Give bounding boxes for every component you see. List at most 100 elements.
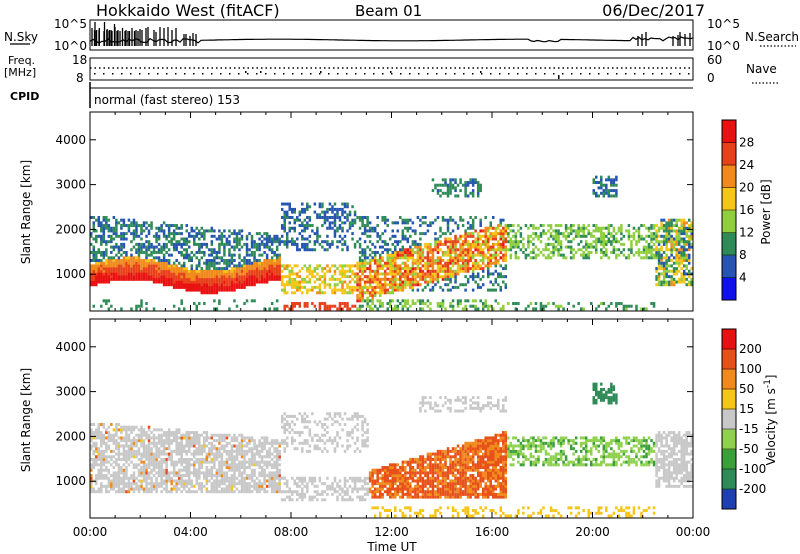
heatmap-cell <box>687 261 691 265</box>
heatmap-cell <box>368 267 372 271</box>
heatmap-cell <box>223 272 226 276</box>
heatmap-cell <box>436 275 440 279</box>
heatmap-cell <box>484 302 487 306</box>
heatmap-cell <box>303 210 307 214</box>
heatmap-cell <box>145 490 148 494</box>
heatmap-cell <box>203 283 206 287</box>
heatmap-cell <box>100 261 103 265</box>
heatmap-cell <box>210 433 214 437</box>
heatmap-cell <box>238 460 241 464</box>
heatmap-cell <box>127 449 131 453</box>
heatmap-cell <box>346 283 349 287</box>
heatmap-cell <box>401 237 405 241</box>
heatmap-cell <box>419 283 422 287</box>
heatmap-cell <box>587 245 590 249</box>
heatmap-cell <box>358 237 362 241</box>
heatmap-cell <box>145 452 148 456</box>
heatmap-cell <box>193 272 196 276</box>
heatmap-cell <box>175 431 178 435</box>
heatmap-cell <box>682 226 686 230</box>
heatmap-cell <box>198 457 201 461</box>
heatmap-cell <box>233 229 236 233</box>
heatmap-cell <box>268 275 271 279</box>
heatmap-cell <box>288 221 291 225</box>
heatmap-cell <box>162 479 166 483</box>
heatmap-cell <box>419 218 422 222</box>
heatmap-cell <box>172 285 176 289</box>
heatmap-cell <box>240 245 244 249</box>
heatmap-cell <box>185 444 188 448</box>
heatmap-cell <box>205 468 209 472</box>
heatmap-cell <box>190 229 193 233</box>
heatmap-cell <box>615 304 618 308</box>
heatmap-cell <box>471 250 475 254</box>
heatmap-cell <box>532 242 535 246</box>
heatmap-cell <box>464 299 467 303</box>
heatmap-cell <box>162 283 166 287</box>
heatmap-cell <box>175 463 178 467</box>
heatmap-cell <box>255 264 259 268</box>
heatmap-cell <box>155 479 158 483</box>
heatmap-cell <box>502 232 505 236</box>
heatmap-cell <box>105 299 108 303</box>
heatmap-cell <box>125 275 128 279</box>
heatmap-cell <box>107 455 111 459</box>
heatmap-cell <box>95 431 98 435</box>
heatmap-cell <box>451 242 455 246</box>
heatmap-cell <box>615 175 618 179</box>
heatmap-cell <box>632 232 636 236</box>
heatmap-cell <box>657 261 661 265</box>
heatmap-cell <box>182 487 186 491</box>
heatmap-cell <box>577 229 580 233</box>
heatmap-cell <box>205 280 209 284</box>
heatmap-cell <box>270 250 274 254</box>
heatmap-cell <box>348 213 352 217</box>
heatmap-cell <box>336 245 339 249</box>
heatmap-cell <box>238 277 241 281</box>
heatmap-cell <box>275 259 279 263</box>
heatmap-cell <box>213 234 216 238</box>
heatmap-cell <box>132 428 136 432</box>
heatmap-cell <box>160 444 163 448</box>
heatmap-cell <box>328 307 332 311</box>
heatmap-cell <box>230 455 234 459</box>
heatmap-cell <box>406 237 410 241</box>
heatmap-cell <box>592 240 595 244</box>
heatmap-cell <box>336 215 339 219</box>
heatmap-cell <box>225 261 229 265</box>
heatmap-cell <box>92 304 96 308</box>
heatmap-cell <box>391 221 394 225</box>
heatmap-cell <box>348 264 352 268</box>
heatmap-cell <box>607 256 611 260</box>
heatmap-cell <box>419 307 422 311</box>
heatmap-cell <box>361 261 364 265</box>
heatmap-cell <box>100 468 103 472</box>
heatmap-cell <box>396 299 400 303</box>
heatmap-cell <box>110 240 113 244</box>
heatmap-cell <box>240 234 244 238</box>
heatmap-cell <box>426 224 430 228</box>
heatmap-cell <box>492 288 495 292</box>
heatmap-cell <box>105 264 108 268</box>
heatmap-cell <box>235 455 239 459</box>
heatmap-cell <box>243 476 246 480</box>
heatmap-cell <box>394 288 397 292</box>
heatmap-cell <box>145 455 148 459</box>
nave-point <box>211 73 213 75</box>
heatmap-cell <box>361 224 364 228</box>
heatmap-cell <box>198 288 201 292</box>
heatmap-cell <box>265 237 269 241</box>
heatmap-cell <box>657 256 661 260</box>
heatmap-cell <box>419 299 422 303</box>
heatmap-cell <box>652 304 656 308</box>
heatmap-cell <box>481 302 485 306</box>
heatmap-cell <box>399 269 402 273</box>
heatmap-cell <box>426 304 430 308</box>
heatmap-cell <box>250 267 254 271</box>
heatmap-cell <box>95 237 98 241</box>
heatmap-cell <box>293 291 297 295</box>
heatmap-cell <box>233 471 236 475</box>
heatmap-cell <box>376 250 379 254</box>
heatmap-cell <box>110 304 113 308</box>
heatmap-cell <box>245 253 249 257</box>
